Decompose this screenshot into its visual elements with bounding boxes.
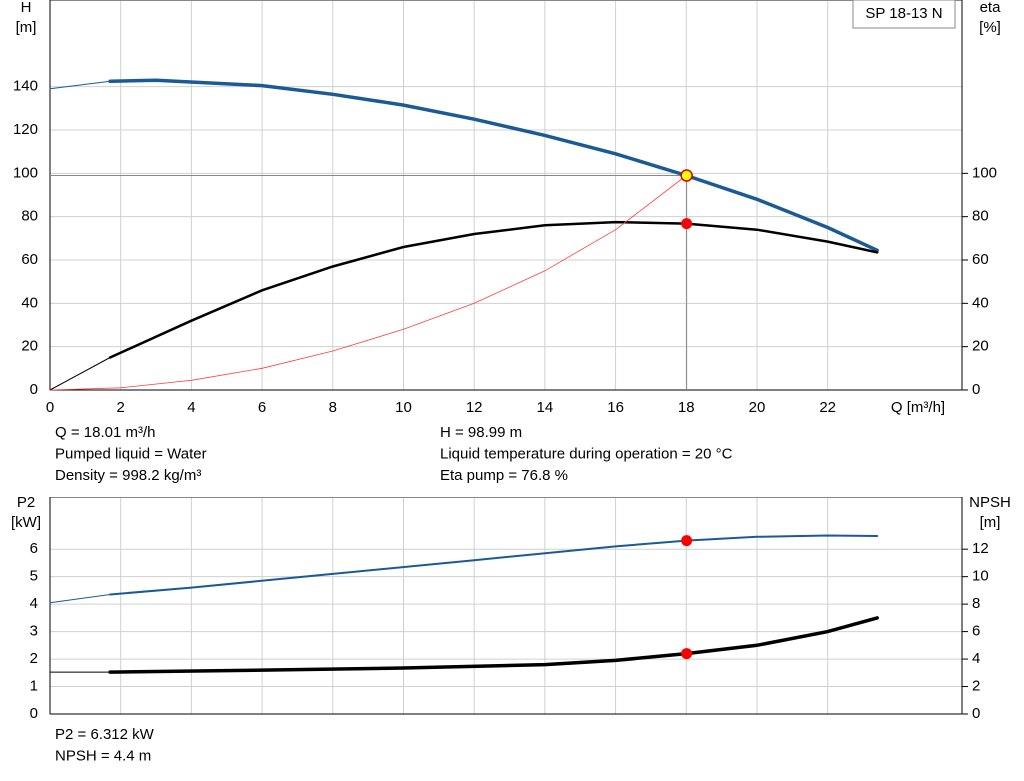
y-tick-label: 120 bbox=[13, 121, 38, 138]
y-tick-label: 100 bbox=[13, 164, 38, 181]
x-tick-label: 12 bbox=[466, 399, 483, 416]
y-axis-label: P2 bbox=[17, 494, 35, 511]
y2-axis-label: eta bbox=[980, 0, 1002, 16]
x-tick-label: 10 bbox=[395, 399, 412, 416]
x-tick-label: 22 bbox=[819, 399, 836, 416]
curve bbox=[49, 594, 111, 604]
plot-frame bbox=[49, 0, 963, 391]
plot-frame bbox=[49, 497, 963, 715]
curve bbox=[49, 175, 687, 391]
x-tick-label: 18 bbox=[678, 399, 695, 416]
y-tick-label: 40 bbox=[21, 294, 38, 311]
y2-tick-label: 100 bbox=[972, 164, 997, 181]
operating-point bbox=[681, 648, 693, 660]
y-axis-label: [m] bbox=[16, 19, 37, 36]
x-tick-label: 16 bbox=[607, 399, 624, 416]
chart-title: SP 18-13 N bbox=[865, 5, 942, 22]
y2-tick-label: 0 bbox=[972, 705, 980, 722]
y-tick-label: 4 bbox=[30, 595, 38, 612]
y-tick-label: 20 bbox=[21, 338, 38, 355]
y2-axis-label: NPSH bbox=[969, 494, 1011, 511]
x-tick-label: 4 bbox=[187, 399, 195, 416]
x-axis-label: Q [m³/h] bbox=[891, 399, 945, 416]
operating-point bbox=[681, 535, 693, 547]
y-tick-label: 0 bbox=[30, 381, 38, 398]
y2-tick-label: 4 bbox=[972, 650, 980, 667]
curve bbox=[108, 616, 879, 674]
info-text: Liquid temperature during operation = 20… bbox=[440, 445, 733, 462]
y2-tick-label: 6 bbox=[972, 623, 980, 640]
info-text: NPSH = 4.4 m bbox=[55, 747, 151, 764]
y2-tick-label: 60 bbox=[972, 251, 989, 268]
y2-axis-label: [m] bbox=[980, 514, 1001, 531]
curve bbox=[108, 78, 879, 253]
y2-tick-label: 40 bbox=[972, 294, 989, 311]
info-text: Pumped liquid = Water bbox=[55, 445, 207, 462]
curve bbox=[49, 80, 111, 90]
operating-point bbox=[681, 218, 693, 230]
operating-point bbox=[680, 169, 693, 182]
y2-tick-label: 8 bbox=[972, 595, 980, 612]
y-tick-label: 3 bbox=[30, 623, 38, 640]
info-text: Eta pump = 76.8 % bbox=[440, 467, 568, 484]
info-text: Q = 18.01 m³/h bbox=[55, 424, 155, 441]
info-text: H = 98.99 m bbox=[440, 424, 522, 441]
curve bbox=[49, 357, 111, 391]
x-tick-label: 2 bbox=[117, 399, 125, 416]
curve bbox=[109, 534, 879, 596]
y2-axis-label: [%] bbox=[979, 19, 1001, 36]
y-tick-label: 2 bbox=[30, 650, 38, 667]
x-tick-label: 6 bbox=[258, 399, 266, 416]
y-axis-label: [kW] bbox=[11, 514, 41, 531]
info-text: P2 = 6.312 kW bbox=[55, 726, 155, 743]
y-tick-label: 140 bbox=[13, 78, 38, 95]
y-tick-label: 1 bbox=[30, 678, 38, 695]
y-tick-label: 0 bbox=[30, 705, 38, 722]
y-axis-label: H bbox=[21, 0, 32, 16]
curve bbox=[108, 220, 879, 359]
y2-tick-label: 80 bbox=[972, 208, 989, 225]
x-tick-label: 8 bbox=[329, 399, 337, 416]
x-tick-label: 20 bbox=[749, 399, 766, 416]
y-tick-label: 80 bbox=[21, 208, 38, 225]
x-tick-label: 0 bbox=[46, 399, 54, 416]
y2-tick-label: 20 bbox=[972, 338, 989, 355]
y2-tick-label: 12 bbox=[972, 540, 989, 557]
title-box bbox=[852, 0, 956, 29]
chart-0: 0 2 4 6 8 10 12 14 16 18 20 22 0 20 40 60 80 100 120 140 0 20… bbox=[13, 0, 1001, 484]
y-tick-label: 6 bbox=[30, 540, 38, 557]
y2-tick-label: 10 bbox=[972, 568, 989, 585]
x-tick-label: 14 bbox=[537, 399, 554, 416]
y-tick-label: 5 bbox=[30, 568, 38, 585]
charts: 0 2 4 6 8 10 12 14 16 18 20 22020406080100120140020… bbox=[11, 0, 1011, 764]
y-tick-label: 60 bbox=[21, 251, 38, 268]
y2-tick-label: 2 bbox=[972, 678, 980, 695]
y2-tick-label: 0 bbox=[972, 381, 980, 398]
info-text: Density = 998.2 kg/m³ bbox=[55, 467, 201, 484]
